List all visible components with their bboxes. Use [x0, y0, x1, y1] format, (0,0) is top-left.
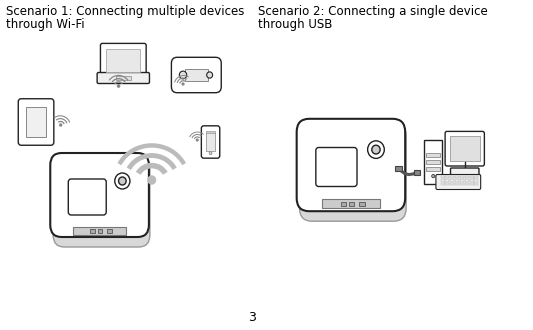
Bar	[441, 176, 445, 178]
Circle shape	[117, 85, 120, 87]
Bar	[474, 179, 479, 182]
FancyBboxPatch shape	[300, 123, 406, 221]
Circle shape	[179, 71, 187, 79]
Bar	[322, 199, 380, 208]
Bar	[426, 167, 440, 171]
Bar	[359, 202, 365, 206]
Circle shape	[148, 176, 156, 184]
Bar	[460, 176, 464, 178]
FancyBboxPatch shape	[201, 126, 220, 158]
Circle shape	[368, 141, 384, 158]
FancyBboxPatch shape	[450, 168, 479, 177]
Text: through Wi-Fi: through Wi-Fi	[6, 18, 84, 31]
Circle shape	[182, 83, 184, 85]
Bar	[446, 176, 449, 178]
Bar	[465, 176, 469, 178]
Bar	[450, 182, 454, 185]
Text: Scenario 2: Connecting a single device: Scenario 2: Connecting a single device	[258, 5, 488, 18]
Bar	[26, 107, 46, 137]
Bar	[206, 131, 215, 133]
Bar	[465, 182, 469, 185]
Text: 3: 3	[248, 311, 256, 324]
FancyBboxPatch shape	[97, 73, 149, 83]
FancyBboxPatch shape	[53, 157, 150, 247]
Bar	[474, 176, 479, 178]
Bar	[106, 50, 141, 72]
FancyBboxPatch shape	[100, 44, 146, 78]
FancyBboxPatch shape	[172, 57, 221, 93]
Bar	[424, 140, 442, 184]
Bar	[465, 179, 469, 182]
Bar	[474, 182, 479, 185]
Bar	[446, 182, 449, 185]
Bar	[73, 227, 126, 235]
FancyBboxPatch shape	[18, 99, 54, 145]
FancyBboxPatch shape	[436, 175, 481, 189]
Bar	[107, 229, 112, 233]
Bar	[460, 182, 464, 185]
Bar	[341, 202, 346, 206]
Bar	[450, 136, 480, 161]
Bar	[450, 176, 454, 178]
FancyBboxPatch shape	[316, 148, 357, 186]
FancyBboxPatch shape	[297, 119, 405, 211]
Circle shape	[60, 124, 62, 126]
Bar	[455, 176, 459, 178]
Text: Scenario 1: Connecting multiple devices: Scenario 1: Connecting multiple devices	[6, 5, 244, 18]
Bar	[426, 153, 440, 157]
FancyBboxPatch shape	[50, 153, 149, 237]
Bar	[450, 179, 454, 182]
Bar	[90, 229, 95, 233]
Bar	[470, 179, 474, 182]
Circle shape	[432, 174, 435, 178]
Bar	[455, 179, 459, 182]
Bar	[470, 182, 474, 185]
Circle shape	[115, 173, 130, 189]
Text: through USB: through USB	[258, 18, 333, 31]
Bar	[426, 160, 440, 164]
Bar	[415, 170, 420, 175]
Circle shape	[209, 152, 212, 155]
Circle shape	[207, 72, 213, 78]
Bar	[349, 202, 354, 206]
Bar	[206, 132, 215, 151]
Circle shape	[197, 139, 198, 141]
Bar	[455, 182, 459, 185]
Bar	[470, 176, 474, 178]
Bar	[460, 179, 464, 182]
Bar	[185, 69, 208, 81]
Bar	[441, 179, 445, 182]
FancyBboxPatch shape	[68, 179, 106, 215]
Bar	[98, 229, 102, 233]
Bar	[116, 76, 131, 80]
Bar	[446, 179, 449, 182]
Circle shape	[118, 177, 126, 185]
Circle shape	[372, 145, 380, 154]
FancyBboxPatch shape	[445, 131, 484, 166]
Bar	[441, 182, 445, 185]
Bar	[394, 166, 402, 171]
